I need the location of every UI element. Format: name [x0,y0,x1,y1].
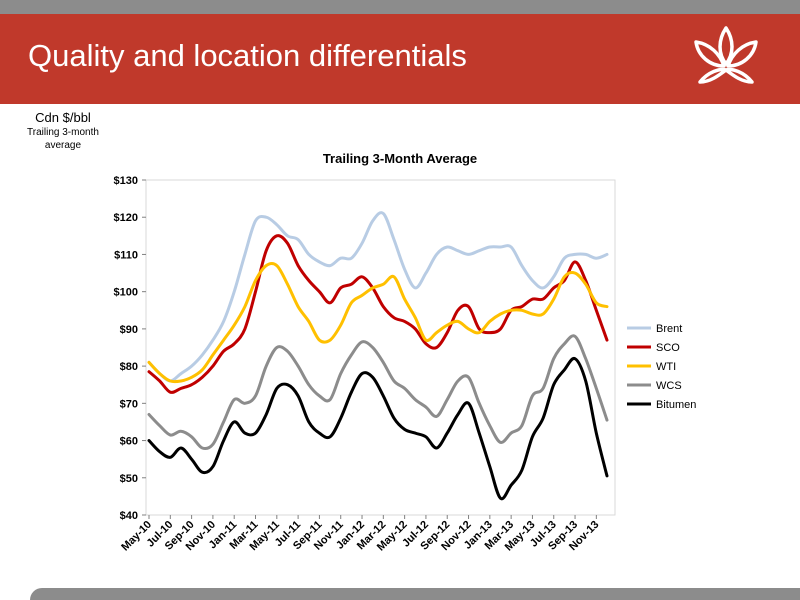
slide-title: Quality and location differentials [28,38,467,73]
series-line-brent [147,211,609,383]
legend-label-sco: SCO [656,342,680,354]
flower-logo-icon [694,26,758,84]
chart-title: Trailing 3-Month Average [323,151,477,166]
y-tick-label: $60 [120,436,138,448]
legend-label-wti: WTI [656,361,676,373]
slide-header [0,14,800,104]
chart-plot-area [145,179,616,516]
chart-legend: Brent SCO WTI WCS Bitumen [627,323,696,411]
y-tick-label: $120 [114,212,138,224]
y-tick-label: $80 [120,361,138,373]
series-line-sco [147,234,609,394]
y-axis: $40 $50 $60 $70 $80 $90 $100 $110 $120 $130 [114,175,146,522]
y-tick-label: $110 [114,249,138,261]
legend-label-wcs: WCS [656,380,682,392]
y-tick-label: $100 [114,287,138,299]
top-strip [0,0,800,14]
legend-label-bitumen: Bitumen [656,399,696,411]
bottom-strip [30,588,800,600]
unit-sub-label-2: average [44,140,82,151]
legend-label-brent: Brent [656,323,682,335]
unit-label-block: Cdn $/bbl Trailing 3-month average [12,110,114,152]
unit-label: Cdn $/bbl [35,110,91,125]
y-tick-label: $130 [114,175,138,187]
series-line-wti [147,262,609,384]
y-tick-label: $50 [120,473,138,485]
y-tick-label: $40 [120,510,138,522]
series-line-bitumen [147,356,609,501]
x-axis: May-10Jul-10Sep-10Nov-10Jan-11Mar-11May-… [119,515,601,553]
series-line-wcs [147,334,609,451]
y-tick-label: $70 [120,398,138,410]
series-layer [147,211,609,501]
y-tick-label: $90 [120,324,138,336]
unit-sub-label-1: Trailing 3-month [27,127,99,138]
